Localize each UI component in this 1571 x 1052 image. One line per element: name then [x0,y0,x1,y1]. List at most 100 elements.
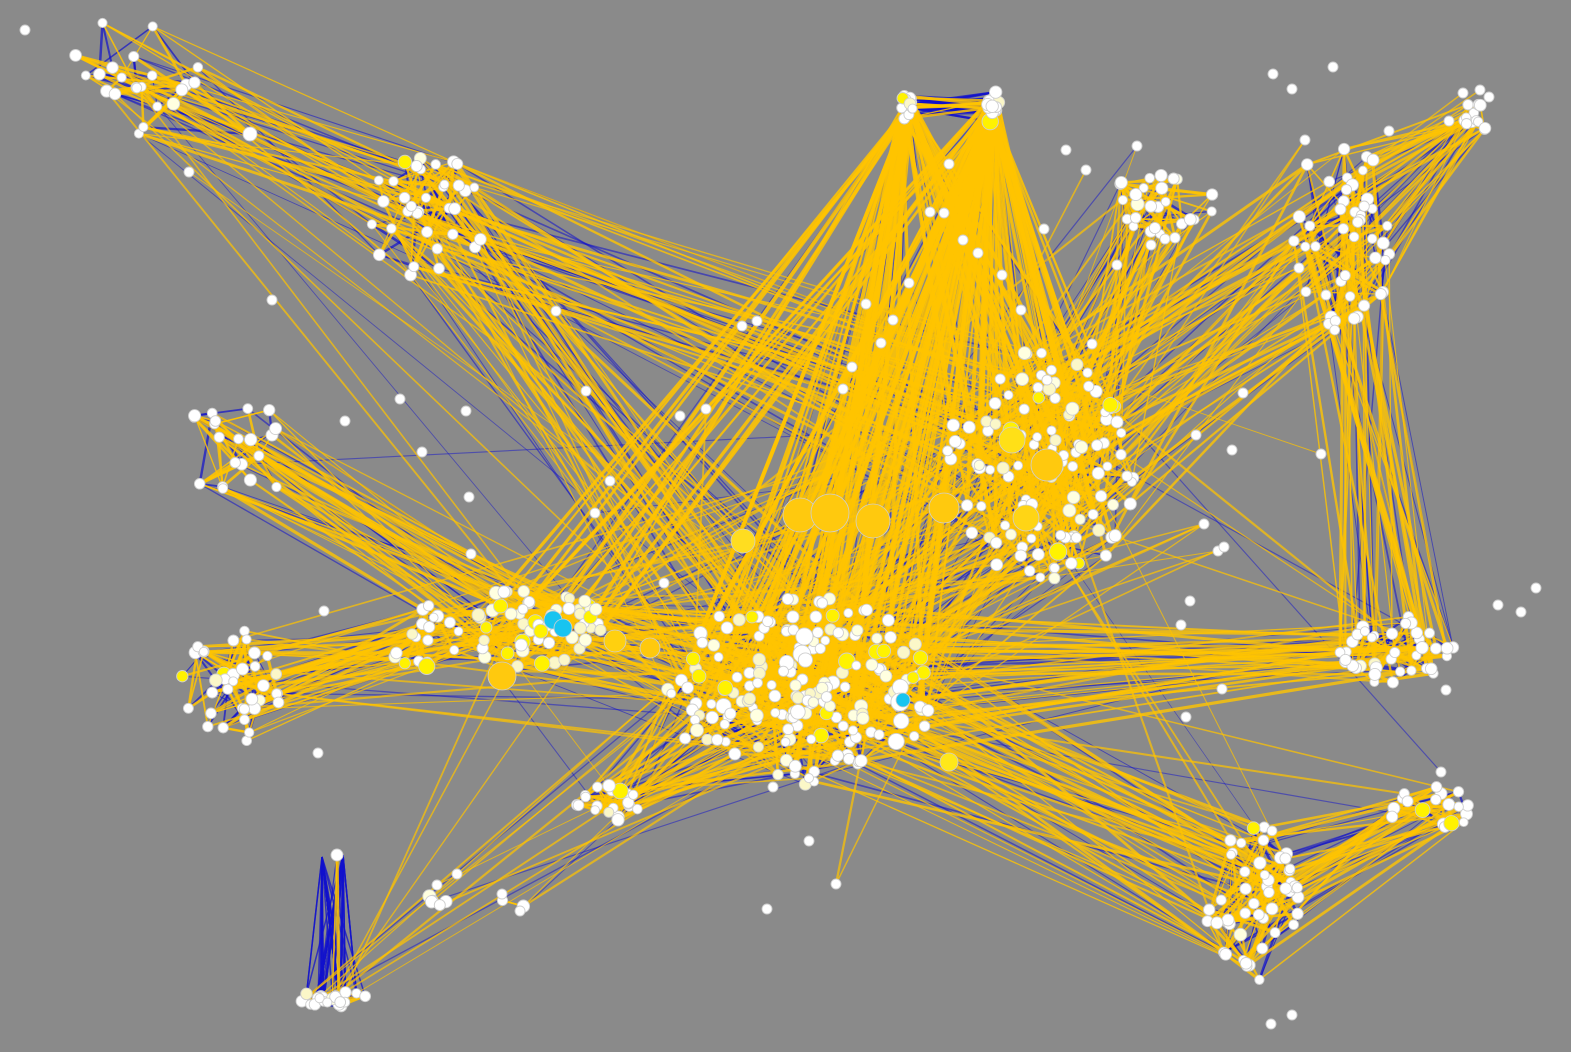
graph-node[interactable] [1116,427,1127,439]
graph-node[interactable] [239,625,250,637]
graph-node[interactable] [622,796,635,809]
graph-node[interactable] [1035,572,1046,583]
graph-node[interactable] [471,608,486,622]
graph-node[interactable] [1300,286,1312,298]
graph-node[interactable] [1400,617,1412,629]
graph-node[interactable] [972,247,984,259]
graph-node[interactable] [973,459,985,471]
graph-node-hub[interactable] [998,426,1026,454]
graph-node[interactable] [681,681,694,694]
graph-node[interactable] [1239,882,1252,895]
graph-node[interactable] [1310,241,1321,252]
graph-node[interactable] [1060,144,1072,156]
graph-node[interactable] [1359,626,1370,637]
graph-node[interactable] [394,393,406,405]
graph-node[interactable] [1453,801,1464,812]
graph-node[interactable] [1389,646,1401,659]
graph-node[interactable] [147,21,158,32]
graph-node[interactable] [578,594,592,608]
graph-node[interactable] [420,192,432,203]
graph-node[interactable] [628,789,639,800]
graph-node[interactable] [188,76,201,89]
graph-node[interactable] [430,159,441,170]
graph-node[interactable] [1102,396,1119,413]
graph-node[interactable] [213,431,225,443]
graph-node[interactable] [1304,220,1316,232]
graph-node[interactable] [217,722,229,734]
graph-node[interactable] [1144,172,1155,184]
graph-node[interactable] [1515,606,1527,618]
graph-node[interactable] [421,225,433,238]
graph-node[interactable] [550,305,562,317]
graph-node[interactable] [377,195,390,208]
graph-node[interactable] [816,597,828,609]
graph-node[interactable] [1138,183,1149,193]
graph-node[interactable] [451,868,463,880]
graph-node[interactable] [1327,61,1339,73]
graph-node[interactable] [1382,220,1393,231]
graph-node[interactable] [753,630,765,642]
graph-node[interactable] [732,613,746,627]
graph-node[interactable] [1065,557,1078,570]
graph-node[interactable] [1041,374,1053,386]
graph-node[interactable] [1257,834,1270,846]
graph-node[interactable] [1114,175,1128,190]
graph-node[interactable] [781,592,794,606]
graph-node[interactable] [439,179,450,190]
graph-node[interactable] [406,628,418,640]
graph-node[interactable] [887,314,899,326]
graph-node[interactable] [500,646,515,661]
graph-node[interactable] [1074,440,1089,454]
graph-node[interactable] [433,899,446,912]
graph-node[interactable] [812,626,824,639]
graph-node[interactable] [443,616,456,629]
graph-node[interactable] [1347,312,1361,325]
graph-node[interactable] [138,122,149,133]
graph-node[interactable] [1299,134,1311,146]
graph-node[interactable] [903,277,915,289]
graph-node[interactable] [266,294,278,306]
graph-node[interactable] [728,747,742,761]
graph-node[interactable] [837,720,849,732]
graph-node[interactable] [1117,195,1128,206]
graph-node[interactable] [198,646,209,657]
graph-node[interactable] [907,103,918,114]
graph-node[interactable] [906,671,920,684]
graph-node[interactable] [1344,291,1356,302]
graph-node[interactable] [1263,886,1275,899]
graph-node[interactable] [192,62,204,73]
graph-node[interactable] [209,415,222,427]
graph-node[interactable] [433,262,445,275]
graph-node[interactable] [318,605,330,617]
graph-node[interactable] [990,558,1004,572]
graph-node[interactable] [1291,882,1303,894]
graph-node[interactable] [1215,894,1227,906]
graph-node[interactable] [946,418,960,432]
graph-node[interactable] [1083,380,1095,392]
graph-node[interactable] [943,158,955,170]
graph-node[interactable] [743,692,756,706]
graph-node[interactable] [1048,572,1061,585]
graph-node[interactable] [809,610,823,624]
graph-node[interactable] [517,585,530,598]
graph-node[interactable] [761,615,774,628]
graph-node[interactable] [108,87,122,101]
graph-node[interactable] [1049,392,1061,404]
graph-node[interactable] [558,653,571,666]
graph-node[interactable] [594,623,607,637]
graph-node[interactable] [989,85,1003,99]
graph-node[interactable] [1478,121,1492,135]
graph-node[interactable] [820,691,833,703]
graph-node[interactable] [1279,852,1292,865]
graph-node[interactable] [990,536,1003,549]
graph-node[interactable] [1368,667,1382,681]
graph-node[interactable] [1473,98,1487,112]
graph-node[interactable] [1144,200,1158,213]
graph-node[interactable] [330,848,344,862]
graph-node[interactable] [790,704,806,720]
graph-node[interactable] [497,585,511,599]
graph-node[interactable] [397,154,413,170]
graph-node[interactable] [689,714,701,726]
graph-node[interactable] [876,643,892,659]
graph-node[interactable] [1066,490,1081,505]
